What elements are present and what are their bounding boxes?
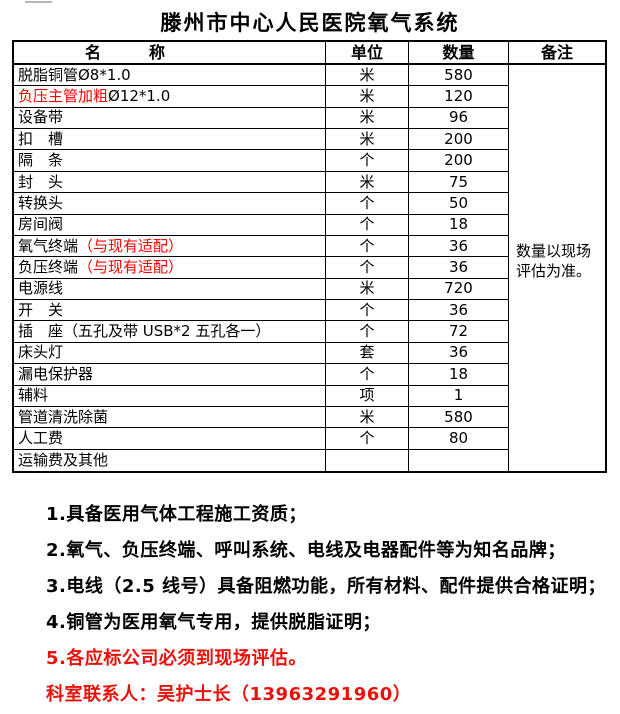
item-name-text: 插 座（五孔及带 USB*2 五孔各一） (18, 322, 271, 341)
item-name-cell: 负压终端 （与现有适配） (14, 257, 326, 279)
item-name-cell: 房间阀 (14, 214, 326, 236)
item-unit-cell: 米 (326, 171, 409, 194)
page-edge-artifact (25, 1, 52, 3)
column-header-unit: 单位 (326, 42, 409, 65)
page-title: 滕州市中心人民医院氧气系统 (160, 11, 460, 35)
note-line: 5.各应标公司必须到现场评估。 (46, 648, 307, 669)
item-name-cell: 运输费及其他 (14, 449, 326, 471)
item-name-cell: 脱脂铜管Ø8*1.0 (14, 65, 326, 87)
item-qty-cell: 18 (409, 364, 509, 386)
item-qty-cell: 80 (409, 428, 509, 450)
item-qty-cell: 580 (409, 406, 509, 429)
item-unit-cell: 米 (326, 129, 409, 151)
item-unit-cell: 个 (326, 214, 409, 236)
item-qty-cell: 580 (409, 65, 509, 87)
item-name-text: Ø12*1.0 (108, 87, 171, 106)
item-name-text: 氧气终端 (18, 236, 79, 255)
column-header-name: 名 称 (14, 42, 326, 65)
item-name-text: 脱脂铜管Ø8*1.0 (18, 65, 131, 84)
item-name-red-text: （与现有适配） (78, 236, 184, 255)
note-line: 4.铜管为医用氧气专用，提供脱脂证明； (46, 612, 381, 633)
item-unit-cell: 米 (326, 107, 409, 130)
item-qty-cell: 200 (409, 150, 509, 172)
item-qty-cell: 36 (409, 300, 509, 322)
item-name-red-text: （与现有适配） (78, 257, 184, 276)
item-qty-cell: 18 (409, 214, 509, 236)
item-name-cell: 管道清洗除菌 (14, 406, 326, 429)
item-name-text: 辅料 (18, 386, 49, 405)
item-name-text: 运输费及其他 (18, 450, 109, 469)
item-unit-cell (326, 449, 409, 471)
item-name-text: 人工费 (18, 428, 64, 447)
item-unit-cell: 米 (326, 65, 409, 87)
item-name-cell: 人工费 (14, 428, 326, 450)
item-name-text: 房间阀 (18, 215, 64, 234)
note-line: 3.电线（2.5 线号）具备阻燃功能，所有材料、配件提供合格证明； (46, 576, 607, 597)
item-name-cell: 开 关 (14, 300, 326, 322)
item-unit-cell: 个 (326, 321, 409, 343)
item-name-cell: 床头灯 (14, 342, 326, 365)
note-line: 1.具备医用气体工程施工资质； (46, 504, 307, 525)
item-unit-cell: 个 (326, 235, 409, 258)
item-qty-cell: 1 (409, 385, 509, 407)
item-name-text: 开 关 (18, 300, 64, 319)
item-name-cell: 漏电保护器 (14, 364, 326, 386)
item-name-cell: 隔 条 (14, 150, 326, 172)
item-qty-cell: 36 (409, 235, 509, 258)
item-unit-cell: 个 (326, 257, 409, 279)
item-unit-cell: 套 (326, 342, 409, 365)
item-unit-cell: 个 (326, 428, 409, 450)
item-qty-cell: 72 (409, 321, 509, 343)
item-qty-cell: 36 (409, 342, 509, 365)
item-name-text: 床头灯 (18, 343, 64, 362)
item-name-text: 封 头 (18, 172, 64, 191)
item-unit-cell: 米 (326, 278, 409, 301)
item-name-cell: 电源线 (14, 278, 326, 301)
item-name-text: 隔 条 (18, 151, 64, 170)
item-name-text: 扣 槽 (18, 129, 64, 148)
column-header-remark: 备注 (509, 42, 605, 65)
item-qty-cell: 50 (409, 193, 509, 215)
note-line: 科室联系人：吴护士长（13963291960） (46, 684, 412, 705)
item-unit-cell: 个 (326, 364, 409, 386)
item-name-cell: 转换头 (14, 193, 326, 215)
column-header-qty: 数量 (409, 42, 509, 65)
item-unit-cell: 米 (326, 406, 409, 429)
item-name-cell: 扣 槽 (14, 129, 326, 151)
item-unit-cell: 米 (326, 86, 409, 108)
item-name-cell: 氧气终端 （与现有适配） (14, 235, 326, 258)
item-unit-cell: 个 (326, 193, 409, 215)
remark-merged-cell: 数量以现场评估为准。 (509, 65, 605, 471)
item-name-text: 管道清洗除菌 (18, 407, 109, 426)
items-table: 名 称 单位 数量 备注 数量以现场评估为准。 脱脂铜管Ø8*1.0 米 580 负压… (12, 40, 607, 473)
item-name-text: 电源线 (18, 279, 64, 298)
item-qty-cell: 96 (409, 107, 509, 130)
item-name-cell: 插 座（五孔及带 USB*2 五孔各一） (14, 321, 326, 343)
item-unit-cell: 个 (326, 300, 409, 322)
item-name-red-text: 负压主管加粗 (18, 87, 109, 106)
item-qty-cell: 36 (409, 257, 509, 279)
item-qty-cell: 120 (409, 86, 509, 108)
remark-note-text: 数量以现场评估为准。 (516, 242, 592, 280)
item-qty-cell: 200 (409, 129, 509, 151)
item-name-cell: 封 头 (14, 171, 326, 194)
item-qty-cell: 720 (409, 278, 509, 301)
item-name-cell: 辅料 (14, 385, 326, 407)
item-name-text: 负压终端 (18, 257, 79, 276)
item-name-cell: 设备带 (14, 107, 326, 130)
note-line: 2.氧气、负压终端、呼叫系统、电线及电器配件等为知名品牌； (46, 540, 566, 561)
item-name-text: 设备带 (18, 108, 64, 127)
item-unit-cell: 项 (326, 385, 409, 407)
item-name-cell: 负压主管加粗 Ø12*1.0 (14, 86, 326, 108)
item-unit-cell: 个 (326, 150, 409, 172)
footer-notes: 1.具备医用气体工程施工资质； 2.氧气、负压终端、呼叫系统、电线及电器配件等为知… (46, 497, 606, 713)
item-name-text: 转换头 (18, 193, 64, 212)
item-qty-cell: 75 (409, 171, 509, 194)
item-name-text: 漏电保护器 (18, 364, 94, 383)
item-qty-cell (409, 449, 509, 471)
